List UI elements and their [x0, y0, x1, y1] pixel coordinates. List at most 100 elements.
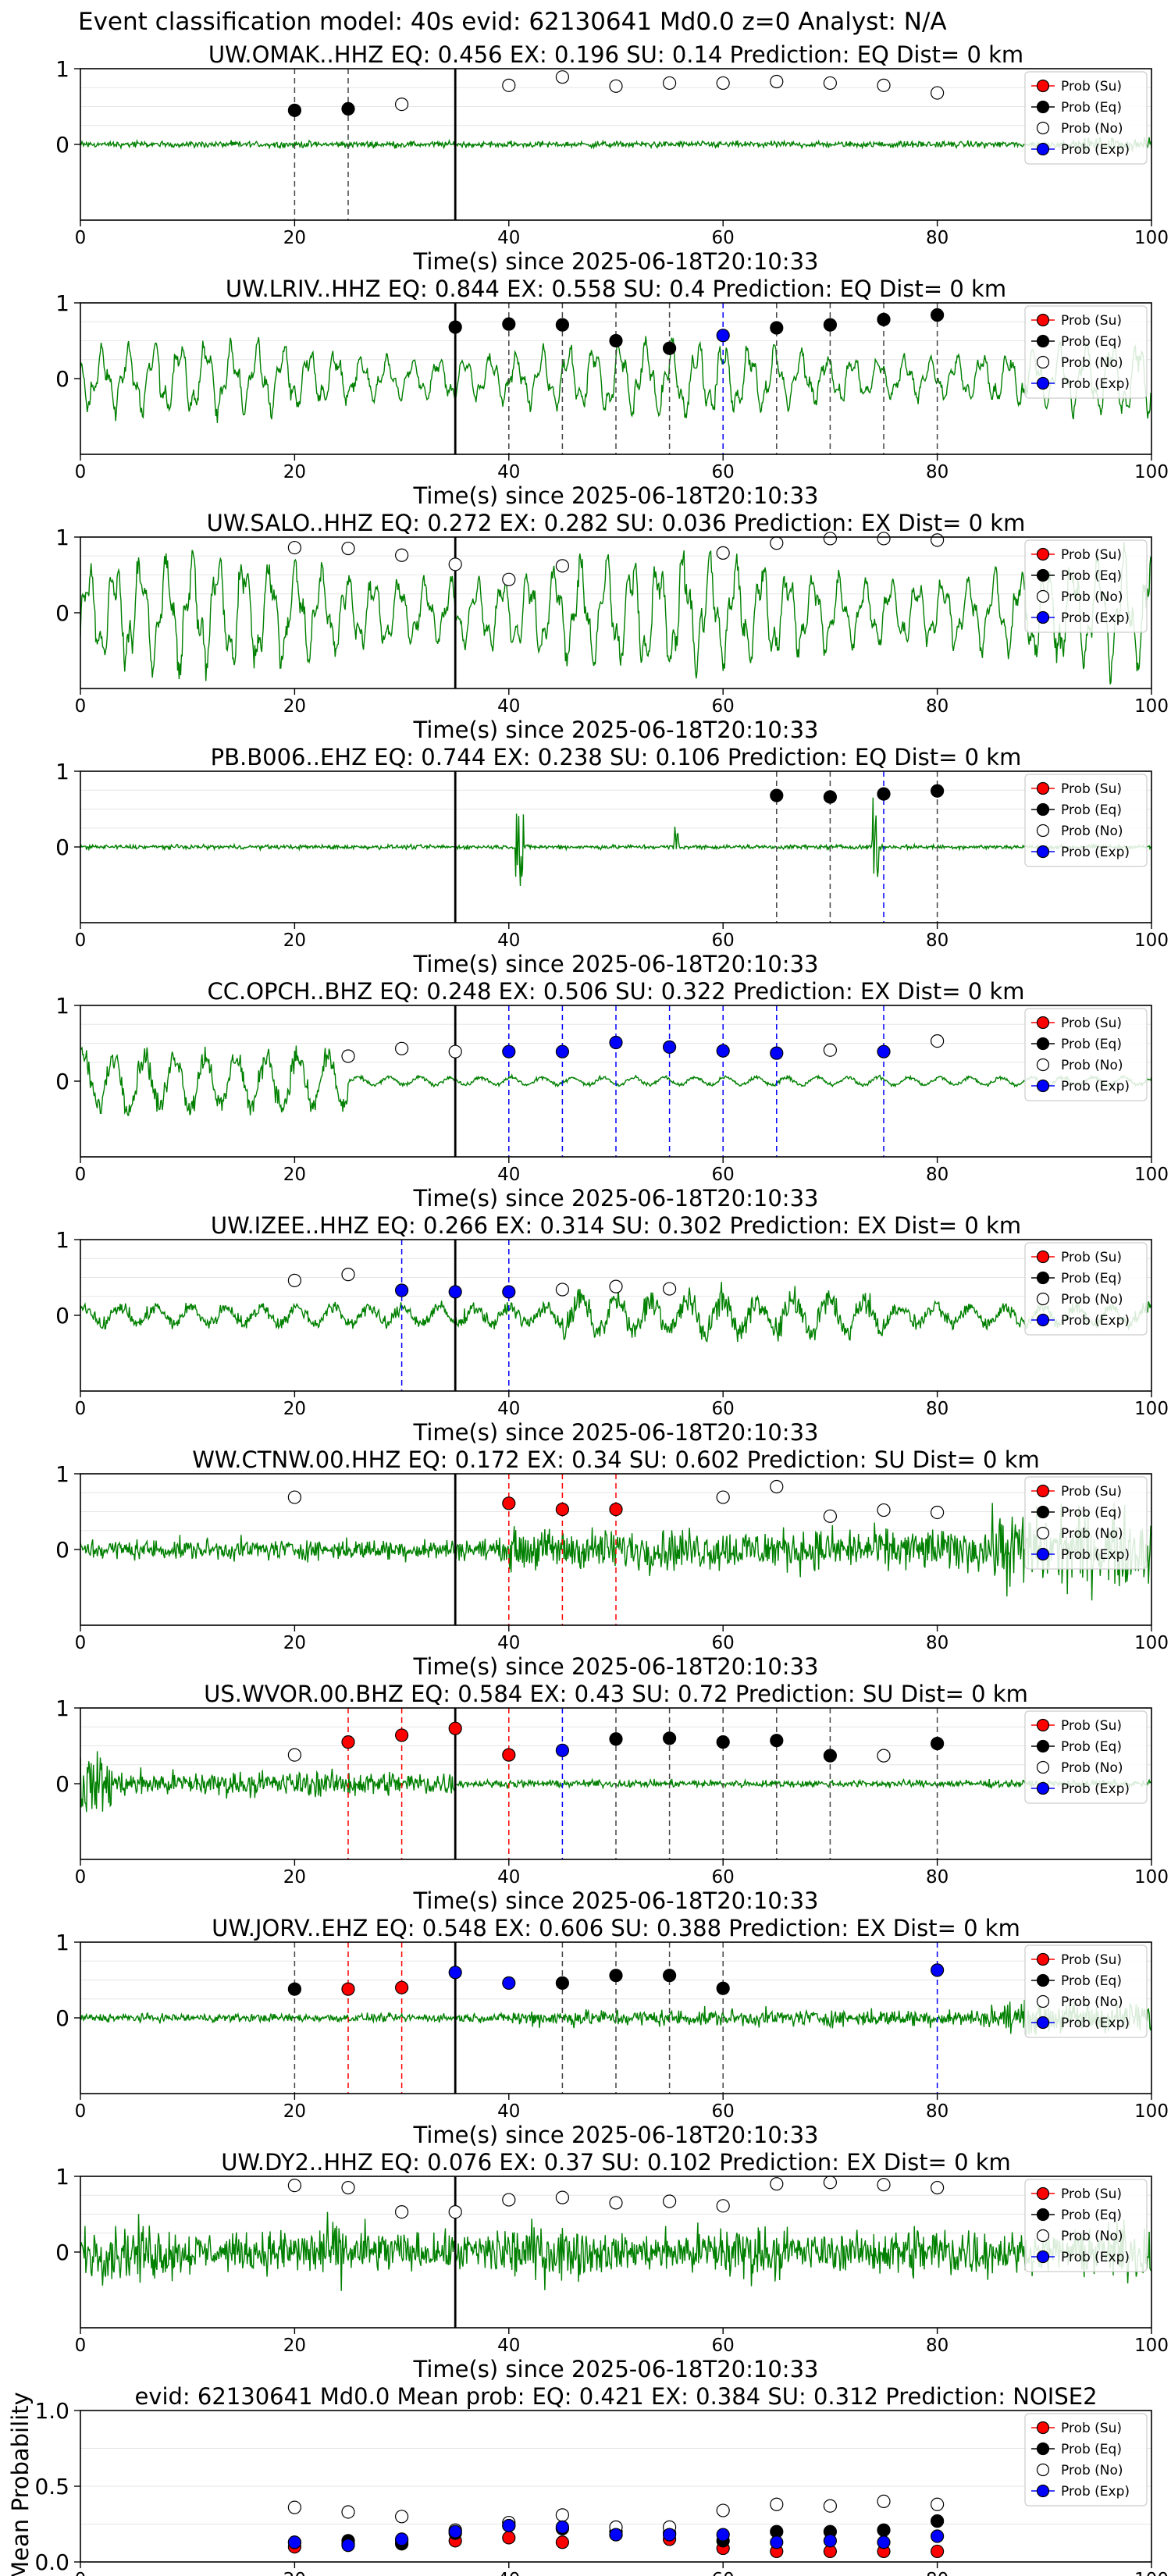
panels: UW.OMAK..HHZ EQ: 0.456 EX: 0.196 SU: 0.1…: [7, 41, 1169, 2576]
figure-title: Event classification model: 40s evid: 62…: [78, 8, 947, 36]
prob-point-no: [287, 1273, 301, 1287]
y-tick-label: 1: [55, 290, 69, 316]
x-tick-label: 20: [283, 696, 306, 717]
mean-point-exp: [555, 2520, 570, 2534]
x-tick-label: 80: [926, 228, 949, 248]
x-tick-label: 40: [497, 1867, 520, 1888]
prob-point-eq: [823, 790, 838, 804]
prob-point-no: [823, 532, 838, 546]
x-tick-label: 40: [497, 2101, 520, 2122]
mean-point-exp: [287, 2535, 301, 2549]
legend-marker-exp: [1036, 1547, 1050, 1561]
legend-label-exp: Prob (Exp): [1061, 1079, 1130, 1094]
prob-point-su: [502, 1496, 516, 1510]
x-tick-label: 0: [75, 2336, 87, 2356]
legend-label-exp: Prob (Exp): [1061, 2250, 1130, 2265]
prob-point-no: [877, 1503, 891, 1517]
prob-point-exp: [609, 1035, 623, 1050]
legend-label-exp: Prob (Exp): [1061, 2016, 1130, 2031]
mean-point-no: [287, 2500, 301, 2514]
legend-marker-exp: [1036, 1781, 1050, 1795]
prob-point-eq: [662, 1731, 677, 1745]
x-tick-label: 80: [926, 462, 949, 482]
prob-point-no: [287, 1490, 301, 1504]
prob-point-eq: [609, 1969, 623, 1983]
prob-point-no: [770, 74, 784, 89]
x-axis-label: Time(s) since 2025-06-18T20:10:33: [413, 1185, 819, 1212]
prob-point-no: [716, 1490, 730, 1504]
x-tick-label: 80: [926, 1165, 949, 1185]
legend-marker-eq: [1036, 334, 1050, 348]
prob-point-no: [341, 1268, 355, 1282]
x-axis-label: Time(s) since 2025-06-18T20:10:33: [413, 2356, 819, 2382]
x-tick-label: 20: [283, 1165, 306, 1185]
legend-marker-exp: [1036, 142, 1050, 156]
prob-point-no: [394, 2204, 409, 2219]
mean-point-no: [823, 2499, 838, 2513]
x-tick-label: 100: [1134, 2336, 1169, 2356]
prob-point-eq: [877, 787, 891, 801]
prob-point-exp: [662, 1040, 677, 1054]
y-tick-label: 0: [55, 1771, 69, 1797]
y-tick-label: 0: [55, 834, 69, 860]
prob-point-exp: [930, 1963, 945, 1977]
x-tick-label: 20: [283, 2570, 306, 2576]
waveform-trace: [80, 1282, 1152, 1343]
mean-point-exp: [823, 2534, 838, 2548]
legend-marker-su: [1036, 1952, 1050, 1966]
legend-label-su: Prob (Su): [1061, 2421, 1122, 2436]
prob-point-no: [609, 2196, 623, 2210]
x-tick-label: 20: [283, 1867, 306, 1888]
legend-marker-su: [1036, 313, 1050, 327]
legend-marker-eq: [1036, 1271, 1050, 1285]
x-tick-label: 40: [497, 1165, 520, 1185]
prob-point-no: [877, 78, 891, 92]
mean-point-exp: [770, 2535, 784, 2549]
x-axis-label: Time(s) since 2025-06-18T20:10:33: [413, 1419, 819, 1446]
x-tick-label: 40: [497, 2570, 520, 2576]
x-tick-label: 60: [712, 930, 735, 951]
legend-label-exp: Prob (Exp): [1061, 1313, 1130, 1329]
waveform-trace: [80, 2211, 1152, 2291]
y-tick-label: 0.5: [34, 2474, 69, 2500]
y-tick-label: 1: [55, 2164, 69, 2190]
prob-point-no: [394, 97, 409, 112]
panel-10: evid: 62130641 Md0.0 Mean prob: EQ: 0.42…: [7, 2383, 1169, 2576]
prob-point-no: [555, 559, 570, 573]
legend-label-no: Prob (No): [1061, 824, 1123, 839]
legend-label-eq: Prob (Eq): [1061, 1505, 1122, 1521]
panel-title: WW.CTNW.00.HHZ EQ: 0.172 EX: 0.34 SU: 0.…: [192, 1446, 1040, 1473]
x-tick-label: 100: [1134, 1399, 1169, 1419]
legend-box: [1024, 2179, 1148, 2272]
x-tick-label: 100: [1134, 2570, 1169, 2576]
prob-point-no: [716, 76, 730, 91]
legend-marker-eq: [1036, 2208, 1050, 2222]
legend-label-eq: Prob (Eq): [1061, 1973, 1122, 1989]
legend-box: [1024, 1476, 1148, 1570]
prob-point-no: [502, 572, 516, 586]
prob-point-exp: [502, 1044, 516, 1059]
axes-frame: [80, 1239, 1152, 1392]
prob-point-no: [609, 1279, 623, 1293]
legend-marker-exp: [1036, 1313, 1050, 1327]
legend-label-su: Prob (Su): [1061, 1718, 1122, 1734]
panel-title: UW.SALO..HHZ EQ: 0.272 EX: 0.282 SU: 0.0…: [207, 510, 1026, 536]
x-tick-label: 60: [712, 228, 735, 248]
prob-point-eq: [823, 318, 838, 332]
prob-point-no: [555, 70, 570, 84]
legend-label-su: Prob (Su): [1061, 781, 1122, 797]
legend-label-eq: Prob (Eq): [1061, 1271, 1122, 1286]
prob-point-no: [877, 532, 891, 546]
prob-point-su: [448, 1721, 462, 1735]
legend-marker-su: [1036, 2421, 1050, 2435]
legend-marker-eq: [1036, 1739, 1050, 1753]
x-tick-label: 20: [283, 930, 306, 951]
legend-label-no: Prob (No): [1061, 1292, 1123, 1308]
legend-marker-exp: [1036, 610, 1050, 624]
legend-label-exp: Prob (Exp): [1061, 845, 1130, 860]
legend-label-no: Prob (No): [1061, 1058, 1123, 1073]
legend-label-eq: Prob (Eq): [1061, 568, 1122, 584]
legend-marker-no: [1036, 1526, 1050, 1540]
prob-point-eq: [662, 1969, 677, 1983]
